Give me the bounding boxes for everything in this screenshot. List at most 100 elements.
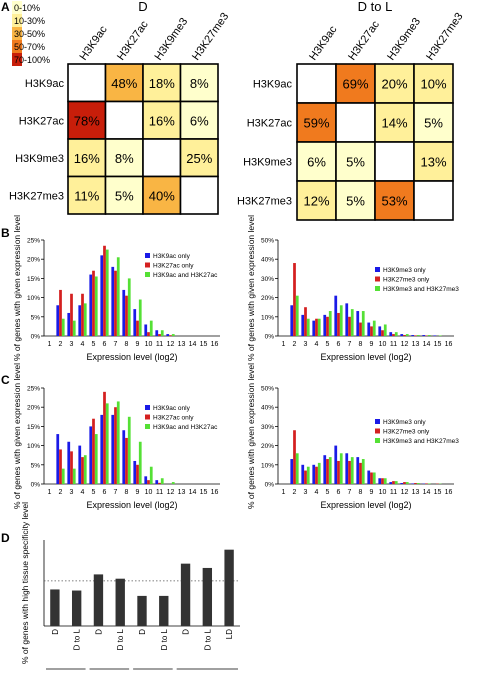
x-tick-label: 2 [59,489,63,496]
bar [304,470,307,484]
bar [405,482,409,484]
x-axis-label: Expression level (log2) [86,352,177,362]
x-tick-label: 3 [70,341,74,348]
x-tick-label: 2 [293,489,297,496]
y-tick-label: 0% [265,334,275,341]
bar [328,311,332,336]
legend-label: H3K9ac and H3K27ac [153,272,218,279]
bar [125,295,128,336]
x-tick-label: LD [225,629,234,639]
heatmap-cell [413,63,454,104]
x-axis-label: Expression level (log2) [86,500,177,510]
heatmap-cell [142,138,182,178]
heatmap-cell-label: 12% [303,194,329,209]
x-tick-label: 13 [412,489,420,496]
bar [290,305,294,336]
bar [348,460,351,484]
heatmap-cell-label: 5% [424,116,443,131]
x-tick-label: 14 [423,341,431,348]
bar [67,441,71,484]
legend-swatch [145,414,150,420]
bar [317,318,321,336]
heatmap-column-label: H3K9ac [78,23,111,62]
bar [61,318,65,336]
bar [72,468,76,484]
bar [356,457,360,484]
heatmap-cell-label: 10% [420,77,446,92]
bar [169,335,172,336]
bar [293,430,296,484]
x-tick-label: 5 [326,341,330,348]
bar [127,416,131,484]
heatmap-cell-label: 53% [381,194,407,209]
x-tick-label: 11 [156,341,163,348]
panel-label-b: B [1,226,10,240]
x-tick-label: 1 [282,489,286,496]
scale-swatch [12,53,22,66]
scale-swatch [12,27,22,40]
bar [89,426,93,484]
bar [93,574,104,626]
heatmap-cell [296,63,337,104]
legend-label: H3K27me3 only [383,429,430,436]
heatmap-cell-label: 20% [381,77,407,92]
x-tick-label: 5 [326,489,330,496]
bar [290,459,294,484]
x-tick-label: 10 [145,489,153,496]
bar [166,334,170,336]
heatmap-row-label: H3K9me3 [15,153,64,165]
legend-swatch [145,405,150,410]
bar [389,332,393,336]
panel-label-a: A [1,0,10,14]
bar [171,482,175,484]
x-axis-label: Expression level (log2) [320,352,411,362]
heatmap-cell-label: 18% [149,76,175,91]
legend-label: H3K9ac only [153,253,191,260]
x-tick-label: 12 [401,489,409,496]
heatmap-cell-label: 5% [346,155,365,170]
legend-swatch [375,438,380,443]
bar [100,414,104,484]
x-tick-label: 3 [304,341,308,348]
bar [180,563,191,626]
group-label: H3K27ac [135,672,171,674]
bar [400,334,404,336]
bar [356,311,360,336]
bar [394,481,398,484]
y-tick-label: 25% [27,238,40,245]
bar [414,483,417,484]
heatmap-cell [67,175,107,215]
tissue-specificity-chart: D D to L D D to L D D to L D D to L LD H3K9ac H3K9… [20,502,240,674]
bar [367,322,371,336]
bar [361,311,365,336]
bar [149,320,153,336]
x-tick-label: 6 [103,341,107,348]
bar [383,478,387,484]
bar [295,295,299,336]
heatmap-title: D [138,0,147,14]
bar [155,480,159,484]
bar [171,334,175,336]
x-tick-label: 14 [423,489,431,496]
bar [81,293,84,336]
bar [422,335,426,336]
bar [345,303,349,336]
bar [159,595,169,626]
bar [70,293,73,336]
legend-swatch [375,419,380,424]
heatmap-cell-label: 5% [115,188,134,203]
color-scale-legend: 0-10% 10-30% 30-50% 50-70% 70-100% [12,1,50,66]
heatmap-cell [335,180,376,221]
legend-swatch [145,262,150,268]
heatmap-cell-label: 14% [381,116,407,131]
x-tick-label: D to L [203,628,212,650]
y-tick-label: 20% [261,295,274,302]
x-tick-label: D [182,629,191,635]
x-tick-label: 8 [125,341,129,348]
scale-label: 50-70% [14,42,45,52]
bar [306,318,310,336]
bar [312,464,316,484]
legend-label: H3K9ac only [153,405,191,412]
x-tick-label: 9 [136,341,140,348]
